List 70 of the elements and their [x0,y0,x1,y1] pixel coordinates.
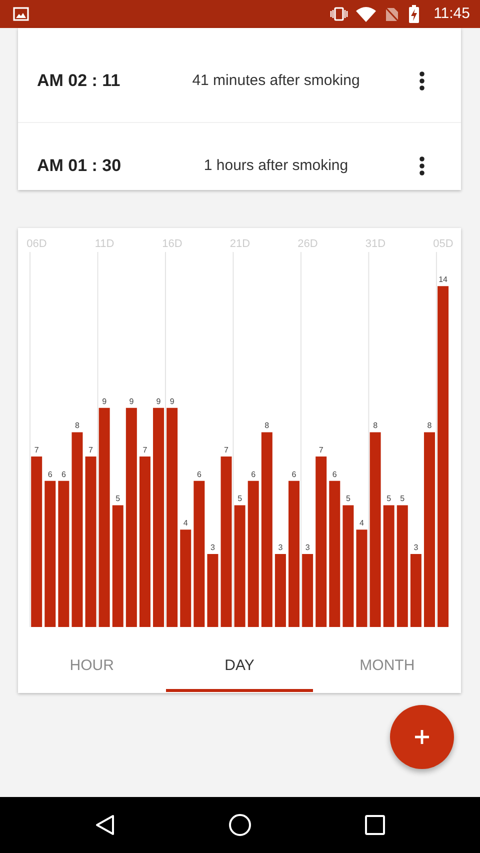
data-label: 5 [238,494,243,504]
bar [98,408,110,627]
data-label: 6 [251,470,256,479]
data-label: 8 [427,421,432,430]
bar [166,408,178,627]
data-label: 8 [75,421,80,430]
bar [383,505,394,627]
data-label: 9 [102,396,108,406]
text: AM 01 : 30 [37,156,122,176]
data-label: 9 [156,396,162,406]
bar [261,432,272,627]
bar [302,554,314,627]
text: AM 02 : 11 [37,71,120,91]
bar [72,432,83,627]
data-label: 6 [292,470,297,479]
data-label: 4 [183,518,188,528]
bar [153,408,164,627]
bar [288,480,300,627]
bar [207,554,218,627]
data-label: 4 [360,518,365,528]
bar [31,456,42,627]
bar [44,480,56,627]
bar [342,505,354,627]
bar [329,480,340,627]
data-label: 9 [170,396,175,406]
data-label: 8 [373,421,378,430]
bar [234,505,246,627]
bar [438,286,449,627]
bar [85,456,96,627]
bar [58,480,70,627]
data-label: 3 [210,542,216,552]
data-label: 7 [318,446,324,455]
data-label: 6 [61,470,66,479]
data-label: 14 [438,275,448,284]
bar [180,530,192,627]
bar [370,432,381,627]
data-label: 6 [196,470,202,479]
data-label: 7 [34,446,40,455]
bar [194,480,205,627]
bar [316,456,327,627]
bar [112,505,124,627]
data-label: 8 [264,421,270,430]
data-label: 5 [386,494,392,504]
data-label: 5 [116,494,121,504]
data-label: 7 [88,446,94,455]
bar [126,408,137,627]
bar [424,432,435,627]
text: 1 hours after smoking [202,157,350,175]
data-label: 3 [305,542,310,552]
bar [396,505,408,627]
data-label: 5 [400,494,406,504]
data-label: 7 [224,446,230,455]
text: MONTH [358,657,416,675]
data-label: 7 [142,446,148,455]
data-label: 6 [48,470,53,479]
text: HOUR [68,657,115,675]
bar [139,456,150,627]
bar [248,480,259,627]
text: 41 minutes after smoking [191,72,361,90]
data-label: 6 [332,470,338,479]
data-label: 5 [346,494,351,504]
bar [410,554,422,627]
data-label: 3 [278,542,284,552]
data-label: 9 [129,396,134,406]
text: DAY [224,657,256,675]
text: 11:45 [434,5,470,23]
bar [274,554,286,627]
bar [220,456,232,627]
data-label: 3 [414,542,419,552]
bar [356,530,368,627]
